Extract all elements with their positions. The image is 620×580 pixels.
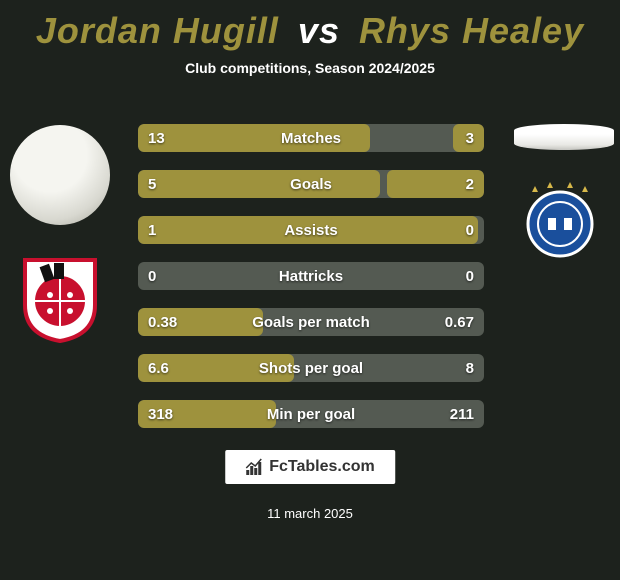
stat-row: 6.68Shots per goal [138,354,484,382]
player2-name: Rhys Healey [359,10,584,51]
stat-row: 52Goals [138,170,484,198]
player2-avatar [514,124,614,150]
stat-label: Hattricks [138,262,484,290]
subtitle: Club competitions, Season 2024/2025 [0,60,620,76]
watermark-text: FcTables.com [269,458,375,476]
stat-label: Shots per goal [138,354,484,382]
comparison-title: Jordan Hugill vs Rhys Healey [0,0,620,52]
stat-row: 318211Min per goal [138,400,484,428]
player2-club-badge [520,180,600,260]
footer-date: 11 march 2025 [0,506,620,521]
stat-label: Min per goal [138,400,484,428]
stat-row: 00Hattricks [138,262,484,290]
stat-row: 0.380.67Goals per match [138,308,484,336]
stat-row: 10Assists [138,216,484,244]
stats-bars: 133Matches 52Goals 10Assists 00Hattricks 0.3… [138,124,484,446]
watermark: FcTables.com [225,450,395,484]
stat-label: Goals per match [138,308,484,336]
player1-avatar [10,125,110,225]
stat-label: Matches [138,124,484,152]
chart-icon [245,458,263,476]
stat-label: Goals [138,170,484,198]
player1-name: Jordan Hugill [36,10,279,51]
stat-label: Assists [138,216,484,244]
player1-club-badge [20,255,100,343]
stat-row: 133Matches [138,124,484,152]
vs-label: vs [298,10,340,51]
